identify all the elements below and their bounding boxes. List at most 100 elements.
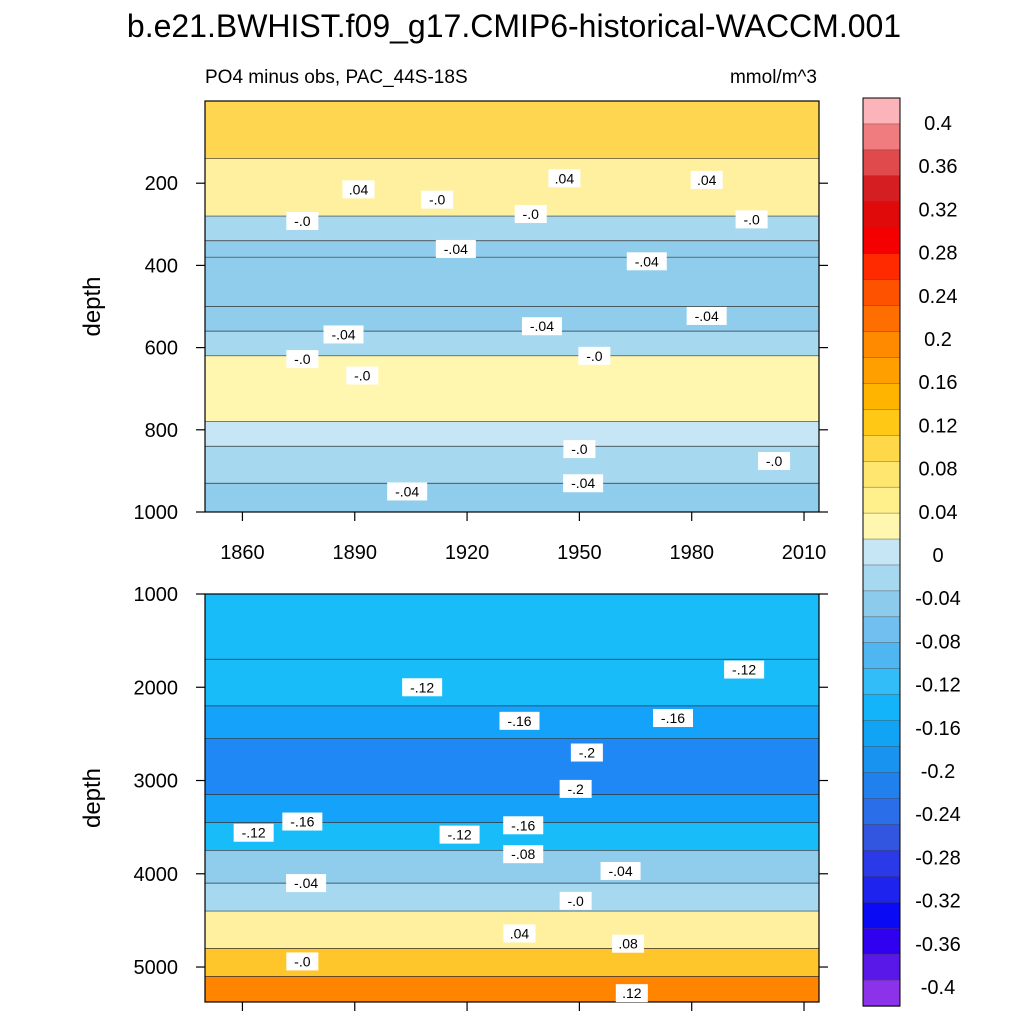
contour-label-box bbox=[342, 180, 375, 199]
contour-label-box bbox=[690, 170, 723, 189]
contour-label: -.16 bbox=[511, 817, 535, 833]
colorbar-swatch bbox=[862, 512, 901, 540]
colorbar-swatch bbox=[862, 824, 901, 852]
colorbar-swatch bbox=[862, 486, 901, 514]
contour-label: -.12 bbox=[732, 662, 756, 678]
contour-label: -.16 bbox=[507, 713, 531, 729]
colorbar-swatch bbox=[862, 953, 901, 981]
colorbar-label: -0.24 bbox=[915, 804, 961, 826]
colorbar-label: -0.16 bbox=[915, 718, 961, 740]
colorbar-swatch bbox=[862, 357, 901, 385]
contour-label-box bbox=[600, 861, 641, 880]
plot-frame bbox=[204, 593, 820, 1003]
x-tick-label: 2010 bbox=[782, 542, 827, 564]
colorbar-swatch bbox=[862, 979, 901, 1007]
colorbar-swatch bbox=[862, 461, 901, 488]
contour-label: -.04 bbox=[695, 308, 719, 324]
contour-label-box bbox=[387, 482, 428, 501]
colorbar-swatch bbox=[862, 564, 901, 592]
colorbar-swatch bbox=[862, 175, 901, 203]
contour-label-box bbox=[286, 212, 319, 231]
colorbar-swatch bbox=[862, 876, 901, 903]
contour-label: .04 bbox=[510, 925, 530, 941]
y-tick-label: 600 bbox=[145, 338, 178, 360]
contour-label-box bbox=[286, 350, 319, 369]
contour-label-box bbox=[503, 924, 536, 943]
contour-label: -.12 bbox=[448, 827, 472, 843]
y-tick-label: 3000 bbox=[134, 771, 179, 793]
contour-band bbox=[205, 101, 819, 159]
colorbar-swatch bbox=[862, 383, 901, 411]
contour-label: -.0 bbox=[294, 351, 311, 367]
y-tick-label: 4000 bbox=[134, 864, 179, 886]
contour-label-box bbox=[439, 825, 480, 844]
contour-label-box bbox=[346, 366, 379, 385]
y-tick-label: 400 bbox=[145, 255, 178, 277]
lower-panel: 1000 2000 3000 4000 5000 depth -.12 -.12 -.16 -.1… bbox=[79, 584, 828, 1011]
contour-label: .04 bbox=[555, 170, 575, 186]
contour-label-box bbox=[563, 440, 596, 459]
contour-label-box bbox=[615, 984, 648, 1003]
contour-band bbox=[205, 594, 819, 660]
contour-band bbox=[205, 446, 819, 484]
colorbar-swatch bbox=[862, 409, 901, 436]
contour-label-box bbox=[758, 452, 791, 471]
contour-label-box bbox=[286, 874, 327, 893]
colorbar-swatch bbox=[862, 590, 901, 618]
colorbar-frame bbox=[862, 97, 901, 1007]
colorbar-label: -0.4 bbox=[921, 977, 955, 999]
contour-label-box bbox=[548, 169, 581, 188]
y-axis-label: depth bbox=[79, 276, 106, 336]
contour-label-box bbox=[282, 812, 323, 831]
colorbar-label: -0.08 bbox=[915, 631, 961, 653]
colorbar-swatch bbox=[862, 772, 901, 800]
colorbar-label: 0.04 bbox=[919, 502, 958, 524]
contour-label-box bbox=[286, 952, 319, 971]
contour-label: -.0 bbox=[567, 893, 584, 909]
contour-label-box bbox=[421, 190, 454, 209]
colorbar-swatch bbox=[862, 123, 901, 151]
x-tick-label: 1860 bbox=[220, 542, 265, 564]
colorbar-swatch bbox=[862, 694, 901, 722]
colorbar-label: 0.24 bbox=[919, 286, 958, 308]
figure-title: b.e21.BWHIST.f09_g17.CMIP6-historical-WA… bbox=[127, 8, 901, 44]
contour-label: .04 bbox=[349, 181, 369, 197]
colorbar-swatch bbox=[862, 305, 901, 333]
contour-label: -.0 bbox=[766, 453, 783, 469]
plot-frame bbox=[204, 100, 820, 513]
colorbar-label: 0 bbox=[932, 545, 943, 567]
colorbar-label: 0.28 bbox=[919, 243, 958, 265]
contour-band bbox=[205, 659, 819, 706]
colorbar-label: 0.4 bbox=[924, 113, 952, 135]
contour-label: -.04 bbox=[331, 326, 355, 342]
units-label: mmol/m^3 bbox=[730, 67, 817, 88]
colorbar-swatch bbox=[862, 435, 901, 462]
colorbar-swatch bbox=[862, 746, 901, 774]
contour-label: -.04 bbox=[294, 875, 318, 891]
x-tick-label: 1890 bbox=[333, 542, 378, 564]
contour-label-box bbox=[559, 779, 592, 798]
contour-band bbox=[205, 240, 819, 258]
x-tick-label: 1920 bbox=[445, 542, 490, 564]
colorbar-swatch bbox=[862, 642, 901, 670]
contour-label: -.0 bbox=[354, 368, 371, 384]
contour-label-box bbox=[323, 325, 364, 344]
contour-label: -.0 bbox=[571, 441, 588, 457]
colorbar-label: -0.28 bbox=[915, 847, 961, 869]
colorbar-swatch bbox=[862, 616, 901, 644]
colorbar-swatch bbox=[862, 720, 901, 748]
colorbar-label: -0.04 bbox=[915, 588, 961, 610]
colorbar-swatch bbox=[862, 668, 901, 696]
contour-label-box bbox=[499, 711, 540, 730]
contour-label: -.04 bbox=[571, 475, 595, 491]
contour-band bbox=[205, 158, 819, 217]
colorbar-label: 0.36 bbox=[919, 156, 958, 178]
y-tick-label: 1000 bbox=[134, 584, 179, 606]
contour-label: -.0 bbox=[294, 953, 311, 969]
contour-band bbox=[205, 976, 819, 1002]
contour-band bbox=[205, 738, 819, 795]
contour-label: -.04 bbox=[609, 863, 633, 879]
colorbar-swatch bbox=[862, 201, 901, 229]
contour-label-box bbox=[503, 816, 544, 835]
